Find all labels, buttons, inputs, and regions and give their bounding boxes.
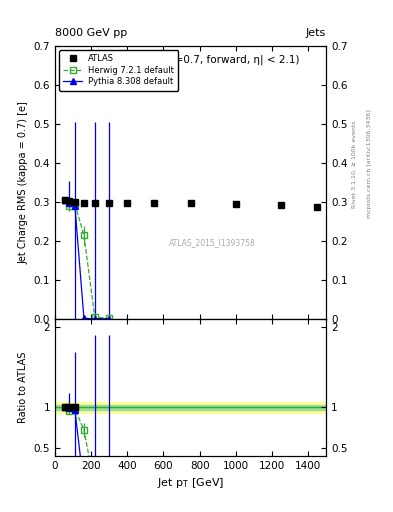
Text: Rivet 3.1.10, ≥ 100k events: Rivet 3.1.10, ≥ 100k events bbox=[352, 120, 357, 208]
Y-axis label: Jet Charge RMS (kappa = 0.7) [e]: Jet Charge RMS (kappa = 0.7) [e] bbox=[18, 101, 28, 264]
X-axis label: Jet $\mathregular{p_T}$ [GeV]: Jet $\mathregular{p_T}$ [GeV] bbox=[157, 476, 224, 490]
Text: Jets: Jets bbox=[306, 28, 326, 38]
Y-axis label: Ratio to ATLAS: Ratio to ATLAS bbox=[18, 352, 28, 423]
Text: mcplots.cern.ch [arXiv:1306.3436]: mcplots.cern.ch [arXiv:1306.3436] bbox=[367, 110, 373, 218]
Text: Jet Charge RMS (κ=0.7, forward, η| < 2.1): Jet Charge RMS (κ=0.7, forward, η| < 2.1… bbox=[81, 54, 300, 65]
Text: ATLAS_2015_I1393758: ATLAS_2015_I1393758 bbox=[169, 238, 256, 247]
Text: 8000 GeV pp: 8000 GeV pp bbox=[55, 28, 127, 38]
Bar bbox=[55, 402, 326, 413]
Bar bbox=[55, 405, 326, 410]
Legend: ATLAS, Herwig 7.2.1 default, Pythia 8.308 default: ATLAS, Herwig 7.2.1 default, Pythia 8.30… bbox=[59, 50, 178, 91]
